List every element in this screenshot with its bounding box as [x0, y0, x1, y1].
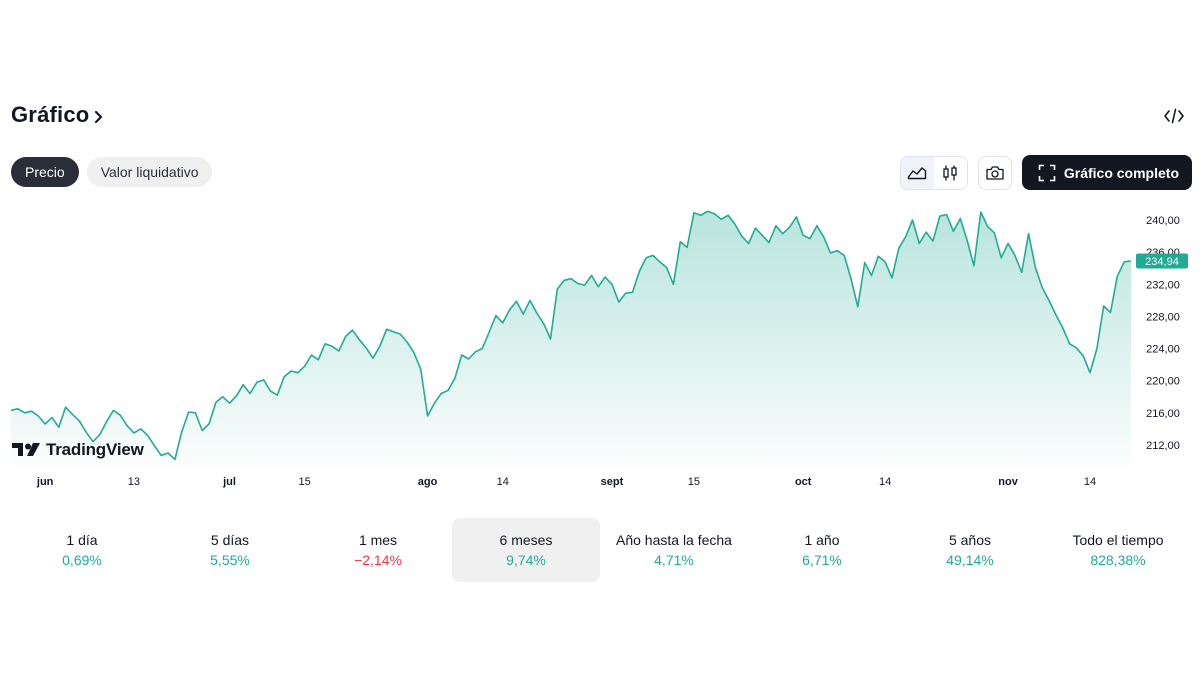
- x-tick-label: jul: [222, 476, 236, 488]
- x-tick-label: 15: [299, 476, 311, 488]
- y-axis: 240,00236,00232,00228,00224,00220,00216,…: [1146, 215, 1180, 452]
- x-tick-label: 14: [497, 476, 509, 488]
- candles-icon[interactable]: [933, 156, 967, 189]
- period-label: 1 mes: [358, 532, 398, 548]
- tradingview-logo-icon: [12, 443, 40, 456]
- period-label: 6 meses: [499, 532, 553, 548]
- y-tick-label: 220,00: [1146, 376, 1180, 388]
- chart-style-toggle: [899, 155, 968, 190]
- svg-text:234,94: 234,94: [1145, 256, 1179, 268]
- y-tick-label: 228,00: [1146, 311, 1180, 323]
- y-tick-label: 212,00: [1146, 440, 1180, 452]
- period-change: 9,74%: [506, 552, 546, 568]
- x-tick-label: 14: [879, 476, 891, 488]
- period-label: 1 día: [66, 532, 98, 548]
- period-change: 49,14%: [946, 552, 994, 568]
- period-label: 1 año: [804, 532, 840, 548]
- period-6-meses[interactable]: 6 meses 9,74%: [452, 518, 600, 582]
- x-tick-label: 13: [128, 476, 140, 488]
- period-change: 4,71%: [654, 552, 694, 568]
- camera-icon[interactable]: [977, 155, 1012, 190]
- period-change: 0,69%: [62, 552, 102, 568]
- period-label: 5 días: [210, 532, 250, 548]
- y-tick-label: 232,00: [1146, 279, 1180, 291]
- period-1-ano[interactable]: 1 año 6,71%: [748, 518, 896, 582]
- tradingview-watermark: TradingView: [12, 440, 144, 460]
- period-5-anos[interactable]: 5 años 49,14%: [896, 518, 1044, 582]
- x-tick-label: sept: [601, 476, 624, 488]
- period-1-dia[interactable]: 1 día 0,69%: [8, 518, 156, 582]
- y-tick-label: 224,00: [1146, 344, 1180, 356]
- embed-code-icon[interactable]: [1162, 104, 1186, 128]
- watermark-text: TradingView: [46, 440, 144, 459]
- x-tick-label: 14: [1084, 476, 1096, 488]
- period-label: 5 años: [948, 532, 992, 548]
- last-price-tag: 234,94: [1136, 253, 1188, 269]
- price-area-fill: [11, 211, 1131, 465]
- chart-type-tabs: Precio Valor liquidativo: [11, 157, 213, 187]
- chevron-right-icon: [95, 110, 103, 123]
- y-tick-label: 240,00: [1146, 215, 1180, 227]
- fullscreen-icon: [1038, 164, 1056, 181]
- x-tick-label: 15: [688, 476, 700, 488]
- tab-valor-liquidativo[interactable]: Valor liquidativo: [86, 157, 213, 187]
- period-label: Todo el tiempo: [1072, 532, 1164, 548]
- area-chart-icon[interactable]: [900, 156, 934, 189]
- x-tick-label: nov: [998, 476, 1018, 488]
- price-chart[interactable]: 240,00236,00232,00228,00224,00220,00216,…: [0, 200, 1200, 495]
- period-todo-el-tiempo[interactable]: Todo el tiempo 828,38%: [1044, 518, 1192, 582]
- x-tick-label: oct: [795, 476, 812, 488]
- full-chart-button[interactable]: Gráfico completo: [1021, 155, 1192, 190]
- period-performance-row: 1 día 0,69% 5 días 5,55% 1 mes −2,14% 6 …: [8, 518, 1192, 582]
- tab-precio[interactable]: Precio: [11, 157, 79, 187]
- period-change: 5,55%: [210, 552, 250, 568]
- period-label: Año hasta la fecha: [616, 532, 732, 548]
- full-chart-label: Gráfico completo: [1063, 164, 1179, 181]
- period-ytd[interactable]: Año hasta la fecha 4,71%: [600, 518, 748, 582]
- period-change: 828,38%: [1090, 552, 1146, 568]
- period-5-dias[interactable]: 5 días 5,55%: [156, 518, 304, 582]
- price-line: [10, 210, 1132, 461]
- y-tick-label: 216,00: [1146, 408, 1180, 420]
- period-1-mes[interactable]: 1 mes −2,14%: [304, 518, 452, 582]
- page-title[interactable]: Gráfico: [11, 102, 90, 127]
- period-change: 6,71%: [802, 552, 842, 568]
- x-tick-label: ago: [418, 476, 438, 488]
- x-tick-label: jun: [36, 476, 54, 488]
- chart-toolbar: Gráfico completo: [899, 155, 1192, 190]
- chart-header[interactable]: Gráfico: [11, 102, 105, 128]
- period-change: −2,14%: [354, 552, 402, 568]
- x-axis: jun 13 jul 15 ago 14 sept 15 oct 14 nov 14: [36, 476, 1096, 488]
